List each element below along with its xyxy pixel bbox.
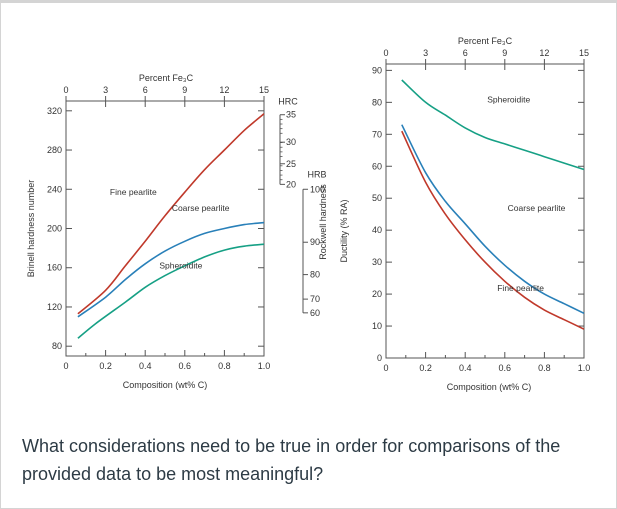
ductility-top-tick-label: 9 bbox=[502, 48, 507, 58]
ductility-top-tick-label: 15 bbox=[579, 48, 589, 58]
hrc-tick-label: 20 bbox=[286, 179, 296, 189]
ductility-series-fine-pearlite bbox=[401, 130, 585, 330]
hardness-y-tick-label: 320 bbox=[47, 106, 62, 116]
ductility-y-tick-label: 90 bbox=[372, 65, 382, 75]
ductility-y-tick-label: 40 bbox=[372, 225, 382, 235]
ductility-top-tick-label: 0 bbox=[383, 48, 388, 58]
hardness-x-tick-label: 0.6 bbox=[179, 361, 192, 371]
hardness-y-tick-label: 280 bbox=[47, 145, 62, 155]
hardness-x-tick-label: 1.0 bbox=[258, 361, 271, 371]
ductility-series-coarse-pearlite bbox=[401, 124, 585, 315]
hardness-top-tick-label: 9 bbox=[182, 85, 187, 95]
hardness-y-axis-label: Brinell hardness number bbox=[26, 180, 36, 278]
hardness-series-spheroidite bbox=[77, 243, 265, 339]
hardness-top-axis-label: Percent Fe₃C bbox=[139, 73, 194, 83]
ductility-x-tick-label: 0.8 bbox=[538, 363, 551, 373]
hrb-tick-label: 100 bbox=[310, 184, 325, 194]
ductility-y-tick-label: 20 bbox=[372, 289, 382, 299]
hrb-tick-label: 90 bbox=[310, 237, 320, 247]
ductility-y-tick-label: 60 bbox=[372, 161, 382, 171]
hardness-top-tick-label: 15 bbox=[259, 85, 269, 95]
ductility-y-tick-label: 30 bbox=[372, 257, 382, 267]
ductility-y-tick-label: 50 bbox=[372, 193, 382, 203]
ductility-y-tick-label: 70 bbox=[372, 129, 382, 139]
hardness-x-tick-label: 0.2 bbox=[99, 361, 112, 371]
hardness-series-label-fine-pearlite: Fine pearlite bbox=[110, 187, 157, 197]
hardness-top-tick-label: 0 bbox=[63, 85, 68, 95]
hrc-tick-label: 30 bbox=[286, 137, 296, 147]
hardness-x-tick-label: 0.8 bbox=[218, 361, 231, 371]
ductility-y-tick-label: 10 bbox=[372, 321, 382, 331]
ductility-x-axis-label: Composition (wt% C) bbox=[447, 382, 532, 392]
hrb-scale-label: HRB bbox=[307, 169, 326, 179]
hrb-tick-label: 60 bbox=[310, 308, 320, 318]
ductility-x-tick-label: 0.6 bbox=[499, 363, 512, 373]
hardness-series-fine-pearlite bbox=[77, 113, 265, 315]
ductility-x-tick-label: 0 bbox=[383, 363, 388, 373]
hardness-y-tick-label: 200 bbox=[47, 224, 62, 234]
question-text: What considerations need to be true in o… bbox=[22, 436, 561, 484]
hardness-series-label-coarse-pearlite: Coarse pearlite bbox=[172, 203, 230, 213]
hrc-scale-label: HRC bbox=[278, 97, 298, 107]
ductility-y-axis-label: Ductility (% RA) bbox=[339, 199, 349, 262]
hardness-series-coarse-pearlite bbox=[77, 221, 265, 318]
hardness-y-tick-label: 240 bbox=[47, 184, 62, 194]
hardness-top-tick-label: 6 bbox=[143, 85, 148, 95]
hrc-tick-label: 35 bbox=[286, 110, 296, 120]
ductility-series-label-coarse-pearlite: Coarse pearlite bbox=[508, 203, 566, 213]
ductility-top-tick-label: 6 bbox=[463, 48, 468, 58]
ductility-x-tick-label: 1.0 bbox=[578, 363, 591, 373]
ductility-x-tick-label: 0.4 bbox=[459, 363, 472, 373]
hrb-tick-label: 80 bbox=[310, 270, 320, 280]
ductility-y-tick-label: 0 bbox=[377, 353, 382, 363]
hardness-x-tick-label: 0 bbox=[63, 361, 68, 371]
ductility-top-tick-label: 3 bbox=[423, 48, 428, 58]
hardness-top-tick-label: 12 bbox=[219, 85, 229, 95]
hrb-tick-label: 70 bbox=[310, 294, 320, 304]
hardness-y-tick-label: 120 bbox=[47, 302, 62, 312]
hardness-top-tick-label: 3 bbox=[103, 85, 108, 95]
ductility-series-label-spheroidite: Spheroidite bbox=[487, 94, 530, 104]
hardness-x-axis-label: Composition (wt% C) bbox=[123, 380, 208, 390]
ductility-series-spheroidite bbox=[401, 79, 585, 171]
ductility-y-tick-label: 80 bbox=[372, 97, 382, 107]
hardness-chart: 0 0.2 0.4 0.6 0.8 1.0 80 120 160 200 240 280 320 0 3 6 9… bbox=[26, 73, 328, 390]
ductility-top-tick-label: 12 bbox=[539, 48, 549, 58]
hardness-x-tick-label: 0.4 bbox=[139, 361, 152, 371]
hardness-y-tick-label: 160 bbox=[47, 263, 62, 273]
rockwell-axis-label: Rockwell hardness bbox=[318, 184, 328, 260]
ductility-x-tick-label: 0.2 bbox=[419, 363, 432, 373]
ductility-top-axis-label: Percent Fe₃C bbox=[458, 36, 513, 46]
hrc-tick-label: 25 bbox=[286, 159, 296, 169]
ductility-series-label-fine-pearlite: Fine pearlite bbox=[497, 283, 544, 293]
hardness-y-tick-label: 80 bbox=[52, 341, 62, 351]
hardness-series-label-spheroidite: Spheroidite bbox=[159, 261, 202, 271]
